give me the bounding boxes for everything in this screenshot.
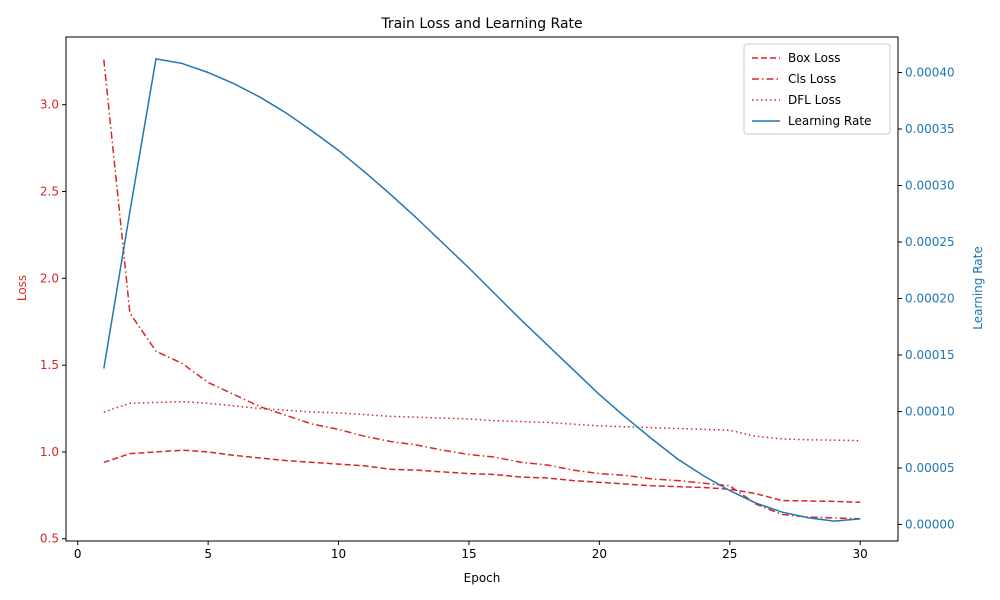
legend: Box Loss Cls Loss DFL Loss Learning Rate [743,43,891,135]
x-tick-label: 25 [722,547,737,561]
y-left-tick-label: 0.5 [40,532,59,546]
plot-frame [65,36,899,542]
x-tick-label: 15 [461,547,476,561]
legend-label-dfl-loss: DFL Loss [788,93,841,107]
y-right-tick-label: 0.00020 [905,291,955,305]
legend-box [743,43,891,135]
y-left-tick-label: 3.0 [40,98,59,112]
x-tick-label: 30 [853,547,868,561]
x-tick-label: 0 [74,547,82,561]
x-tick-label: 20 [592,547,607,561]
series-line-cls-loss [103,59,861,520]
y-axis-right: 0.00000 0.00005 0.00010 0.00015 0.00020 0.000… [898,65,955,532]
y-right-tick-label: 0.00040 [905,65,955,79]
x-tick-label: 5 [204,547,212,561]
y-axis-left: 0.5 1.0 1.5 2.0 2.5 3.0 [40,98,66,546]
legend-label-box-loss: Box Loss [788,51,840,65]
series-line-box-loss [103,449,861,504]
series-line-learning-rate [103,58,861,522]
legend-label-cls-loss: Cls Loss [788,72,836,86]
y-left-tick-label: 1.0 [40,445,59,459]
y-right-tick-label: 0.00000 [905,518,955,532]
y-left-tick-label: 2.5 [40,185,59,199]
y-right-tick-label: 0.00005 [905,461,955,475]
legend-label-learning-rate: Learning Rate [788,114,871,128]
x-axis: 0 5 10 15 20 25 30 [74,541,868,561]
y-right-tick-label: 0.00010 [905,404,955,418]
y-axis-left-label: Loss [15,275,29,301]
x-axis-label: Epoch [464,571,501,585]
y-right-tick-label: 0.00025 [905,235,955,249]
y-right-tick-label: 0.00035 [905,122,955,136]
y-left-tick-label: 2.0 [40,271,59,285]
y-axis-right-label: Learning Rate [971,246,985,329]
x-tick-label: 10 [331,547,346,561]
y-right-tick-label: 0.00015 [905,348,955,362]
y-right-tick-label: 0.00030 [905,178,955,192]
plot-lines [103,58,861,522]
y-left-tick-label: 1.5 [40,358,59,372]
chart-title: Train Loss and Learning Rate [380,16,582,32]
